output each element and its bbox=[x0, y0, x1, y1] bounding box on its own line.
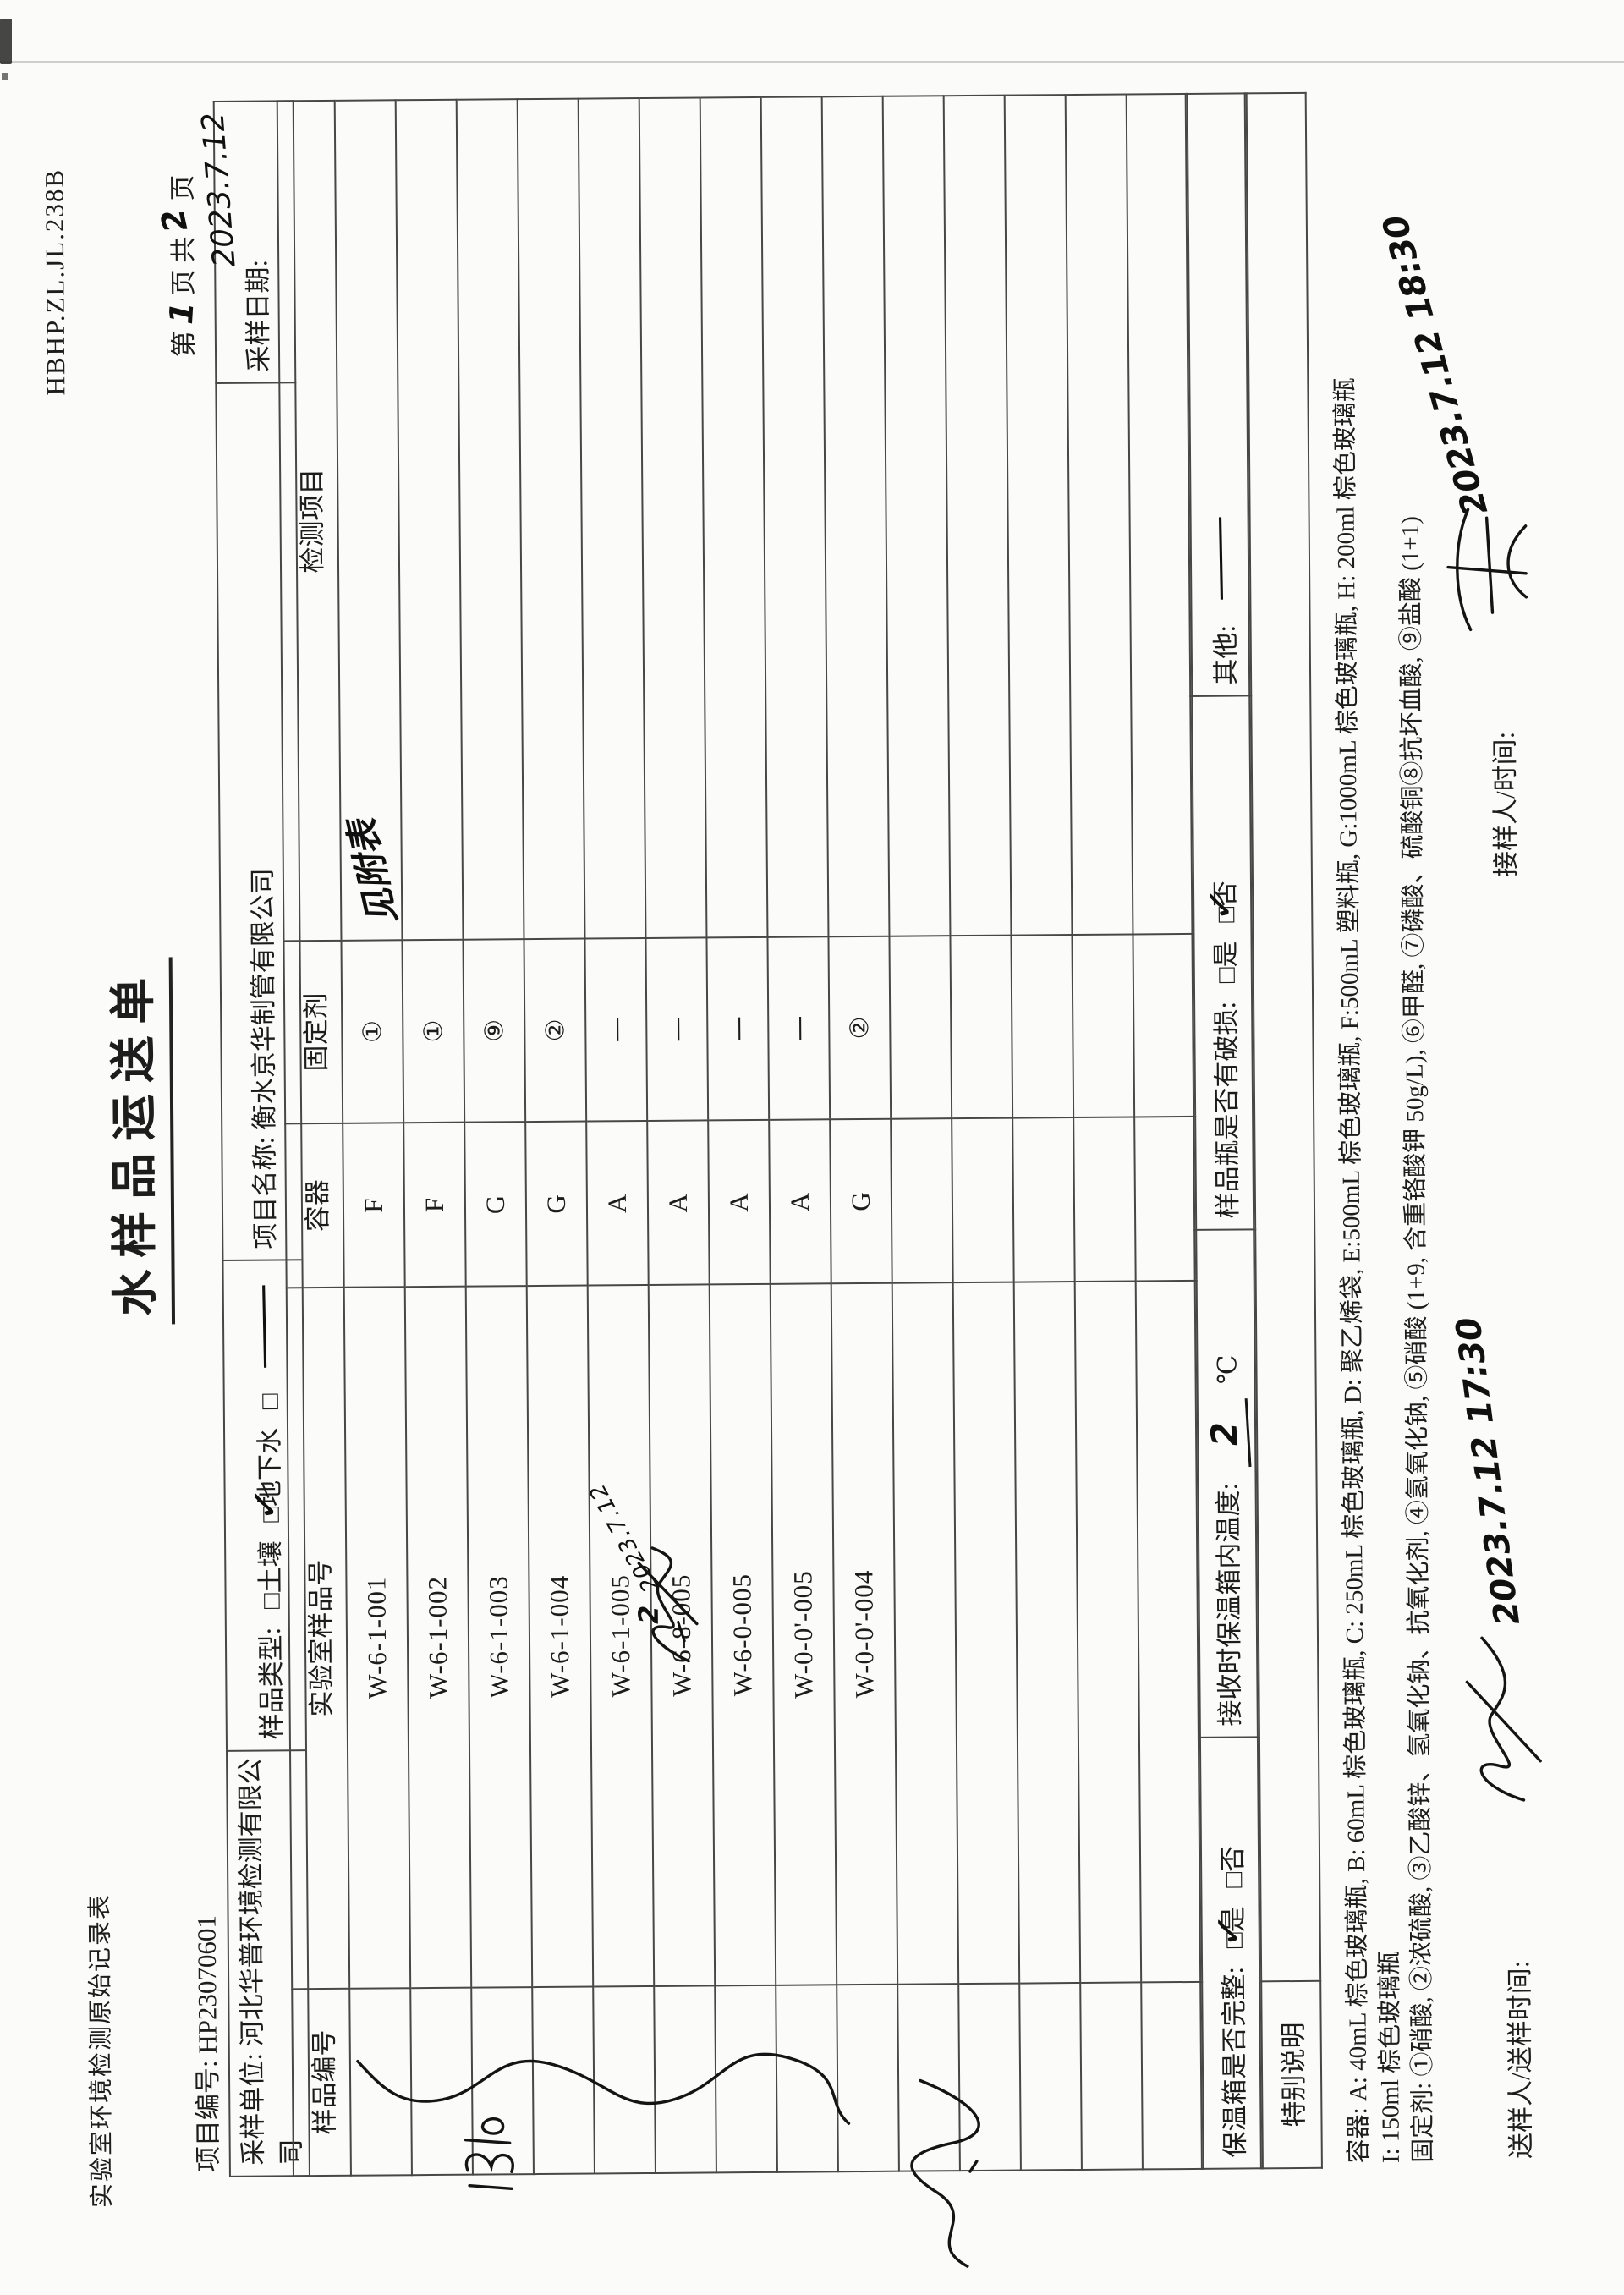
project-no-value: HP23070601 bbox=[191, 1914, 222, 2054]
project-name-value: 衡水京华制管有限公司 bbox=[247, 868, 279, 1131]
bottle-no-tick: ✓ bbox=[1194, 885, 1244, 925]
project-no-line: 项目编号: HP23070601 bbox=[185, 1915, 225, 2172]
lab-record-label: 实验室环境检测原始记录表 bbox=[86, 1892, 117, 2209]
groundwater-checkbox: □ ✓ bbox=[239, 1485, 289, 1524]
sample-type-soil: □土壤 bbox=[255, 1540, 286, 1610]
col-header-lab-no: 实验室样品号 bbox=[286, 1287, 350, 1990]
sampling-unit-label: 采样单位: bbox=[237, 2052, 268, 2166]
bottle-yes-checkbox: □ bbox=[1210, 967, 1241, 984]
col-header-items: 检测项目 bbox=[277, 100, 342, 942]
sender-datetime-handwriting: 2023.7.12 17:30 bbox=[1448, 1315, 1528, 1628]
cooler-no-checkbox: □ bbox=[1217, 1871, 1248, 1888]
sample-type-other-box: □ bbox=[254, 1393, 284, 1410]
form-title: 水样品运送单 bbox=[94, 957, 176, 1326]
page-indicator: 第 1 页 共 2 页 bbox=[154, 174, 201, 358]
sender-label: 送样人/送样时间: bbox=[1505, 1960, 1536, 2160]
bottle-damage-label: 样品瓶是否有破损: bbox=[1210, 1001, 1243, 1219]
sampling-date-label: 采样日期: bbox=[242, 259, 273, 372]
temperature-label: 接收时保温箱内温度: bbox=[1213, 1482, 1245, 1727]
sample-type-groundwater: □ ✓ 地下水 bbox=[239, 1427, 289, 1524]
col-header-container: 容器 bbox=[285, 1123, 344, 1288]
groundwater-tick: ✓ bbox=[239, 1485, 289, 1524]
page-total-handwriting: 2 bbox=[153, 205, 195, 235]
page-prefix: 第 bbox=[168, 331, 200, 358]
paper-edge-line bbox=[0, 61, 1624, 63]
page-suffix: 页 bbox=[167, 174, 198, 201]
cooler-yes-checkbox: □ ✓ bbox=[1202, 1911, 1253, 1950]
receiver-datetime-handwriting: 2023.7.12 18:30 bbox=[1375, 210, 1496, 520]
page-middle: 页 共 bbox=[167, 236, 199, 296]
temperature-handwriting: 2 bbox=[1201, 1397, 1252, 1469]
receiver-signature-scribble bbox=[1446, 508, 1528, 632]
receiver-label: 接样人/时间: bbox=[1490, 731, 1521, 878]
other-label: 其他: bbox=[1210, 624, 1241, 685]
sample-no-column-wavy-line bbox=[356, 2052, 851, 2125]
col-header-fixative: 固定剂 bbox=[283, 940, 343, 1124]
temperature-cell: 接收时保温箱内温度: 2 ℃ bbox=[1194, 1229, 1259, 1738]
corrected-lab-no: W-6-8-005 2 2023.7.12 bbox=[584, 1479, 699, 1697]
cooler-intact-label: 保温箱是否完整: bbox=[1218, 1966, 1250, 2158]
other-handwriting-dash: 一 bbox=[1202, 511, 1242, 606]
table-row-corrected: W-6-8-005 2 2023.7.12 A — bbox=[584, 97, 716, 2173]
footnote-fixatives: 固定剂: ①硝酸, ②浓硫酸, ③乙酸锌、氢氧化钠、抗氧化剂, ④氢氧化钠, ⑤… bbox=[1396, 516, 1437, 2163]
sample-type-other-handwriting: 一 bbox=[245, 1279, 285, 1374]
form-code: HBHP.ZL.JL.238B bbox=[39, 167, 71, 396]
scan-smudge bbox=[0, 19, 12, 64]
cooler-intact-cell: 保温箱是否完整: □ ✓ 是 □否 bbox=[1198, 1737, 1263, 2169]
sample-type-label: 样品类型: bbox=[255, 1627, 287, 1740]
cooler-yes-tick: ✓ bbox=[1202, 1911, 1253, 1950]
sender-signature-scribble bbox=[1465, 1636, 1542, 1802]
temperature-unit: ℃ bbox=[1212, 1354, 1243, 1385]
special-note-empty-cell bbox=[1244, 92, 1321, 1982]
col-header-sample-no: 样品编号 bbox=[292, 1988, 351, 2177]
bottle-no-checkbox: □ ✓ bbox=[1194, 885, 1244, 925]
sample-table: 样品编号 实验室样品号 容器 固定剂 检测项目 W-6-1-001 F ① W-… bbox=[277, 93, 1204, 2177]
sample-no-time-scribble bbox=[464, 2117, 514, 2190]
page-no-handwriting: 1 bbox=[162, 300, 201, 326]
other-cell: 其他: 一 bbox=[1185, 93, 1252, 696]
correction-initials-scribble bbox=[637, 1546, 699, 1663]
footnote-containers-1: 容器: A: 40mL 棕色玻璃瓶, B: 60mL 棕色玻璃瓶, C: 250… bbox=[1331, 377, 1373, 2164]
project-name-label: 项目名称: bbox=[249, 1136, 280, 1249]
special-note-label: 特别说明 bbox=[1259, 1980, 1322, 2169]
bottle-damage-cell: 样品瓶是否有破损: □是 □ ✓ 否 bbox=[1190, 695, 1256, 1230]
project-no-label: 项目编号: bbox=[192, 2060, 223, 2173]
illegible-margin-scribble bbox=[910, 2078, 980, 2268]
scan-smudge-small bbox=[2, 73, 8, 80]
